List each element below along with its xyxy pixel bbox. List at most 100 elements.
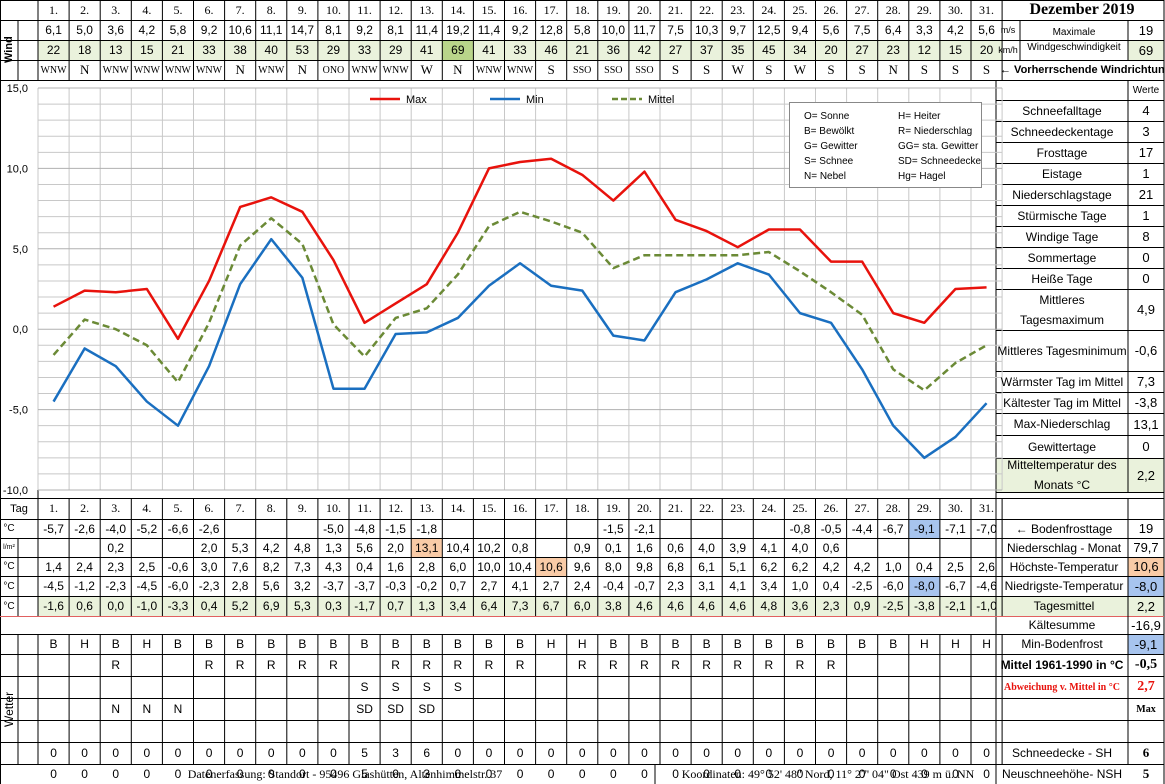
day-header: 5. (173, 2, 183, 17)
tagesmittel-value: 2,3 (822, 599, 840, 613)
hoechst-value: 5,1 (729, 559, 747, 574)
bodenfrost-value: -4,0 (105, 521, 127, 536)
niedrigst-value: 0,4 (822, 579, 840, 593)
wind-kmh-value: 20 (979, 43, 994, 57)
neuschnee-value: 5 (1142, 766, 1150, 781)
niedrigst-value: -1,2 (74, 579, 95, 593)
niederschlag-value: 0,2 (107, 540, 125, 555)
day-header: 17. (543, 2, 559, 17)
weather-code: R (111, 658, 121, 672)
niedrigst-value-fill (1128, 576, 1164, 596)
day-header-lower: 7. (235, 501, 245, 515)
stats-value: 0 (1142, 250, 1150, 265)
new-snow-value: 0 (112, 767, 120, 781)
weather-code: B (858, 637, 867, 651)
weather-code: B (484, 637, 493, 651)
weather-code: R (484, 658, 494, 672)
code-legend-item: N= Nebel (804, 171, 846, 182)
tagesmittel-value: 4,6 (698, 599, 715, 613)
weather-code: B (516, 637, 525, 651)
niederschlag-value: 0,8 (511, 540, 529, 555)
day-header: 12. (388, 2, 404, 17)
weather-code (287, 698, 318, 720)
mittel-summary-label: Tagesmittel (1033, 599, 1095, 613)
page-title: Dezember 2019 (1029, 1, 1135, 18)
new-snow-value: 0 (734, 767, 742, 781)
niederschlag-summary-label: Niederschlag - Monat (1006, 540, 1122, 555)
snow-depth-value: 5 (361, 746, 368, 760)
day-header: 21. (668, 2, 684, 17)
day-header: 14. (450, 2, 466, 17)
day-header-lower: 12. (388, 501, 404, 515)
code-legend-item: O= Sonne (804, 111, 850, 122)
stats-label: Schneedeckentage (1010, 124, 1114, 139)
day-header-lower: 25. (792, 501, 808, 515)
bodenfrost-value (442, 519, 473, 538)
wind-kmh-value: 23 (886, 43, 900, 57)
tagesmittel-value: 5,3 (294, 599, 311, 613)
wind-direction: ONO (322, 64, 345, 76)
wind-kmh-value: 36 (606, 43, 621, 57)
tagesmittel-value: -2,1 (945, 599, 966, 613)
wind-direction: S (703, 62, 711, 77)
weather-code (38, 698, 69, 720)
snow-depth-value: 0 (952, 746, 959, 760)
weather-code (69, 676, 100, 698)
stats-label: Sommertage (1027, 250, 1097, 265)
weather-code: B (111, 637, 120, 651)
title-fill (1020, 0, 1128, 20)
weather-code (162, 676, 193, 698)
legend-label-mittel: Mittel (648, 94, 674, 106)
wind-kmh-value: 37 (699, 43, 714, 57)
tagesmittel-value: 6,0 (573, 599, 591, 613)
wind-kmh-value: 41 (482, 43, 496, 57)
day-header-lower: 10. (325, 501, 341, 515)
wind-direction: S (982, 62, 991, 77)
niederschlag-value: 4,8 (294, 540, 311, 555)
weather-code (536, 654, 567, 676)
stats-label: Windige Tage (1025, 229, 1099, 244)
min-bodenfrost-label: Min-Bodenfrost (1021, 637, 1103, 651)
wind-direction: W (420, 62, 433, 77)
wind-ms-value: 12,5 (757, 23, 781, 37)
new-snow-value: 0 (983, 767, 990, 781)
weather-code (256, 698, 287, 720)
stats-value: 21 (1138, 187, 1154, 202)
weather-code (691, 698, 722, 720)
wind-ms-value: 14,7 (290, 23, 315, 37)
weather-code (256, 676, 287, 698)
snow-depth-value: 0 (454, 746, 462, 760)
wind-direction: WNW (40, 64, 67, 76)
snow-depth-value: 0 (921, 746, 928, 760)
hoechst-value: -0,6 (167, 559, 189, 574)
stats-value: 13,1 (1133, 416, 1159, 432)
weather-code: H (577, 637, 587, 651)
weather-code (878, 654, 909, 676)
niederschlag-value: 10,2 (477, 540, 501, 555)
code-legend-item: R= Niederschlag (898, 126, 973, 137)
mittel-6190-label: Mittel 1961-1990 in °C (1000, 658, 1124, 672)
weather-code: S (422, 680, 431, 694)
hoechst-value: 10,6 (539, 559, 563, 574)
stats-value: 1 (1142, 208, 1150, 223)
wind-ms-value: 5,8 (169, 23, 187, 37)
day-header: 4. (142, 2, 152, 17)
day-header-lower: 2. (80, 501, 90, 515)
day-header: 10. (325, 2, 341, 17)
niederschlag-value (971, 538, 1002, 557)
weather-code (940, 654, 971, 676)
snow-depth-value: 0 (174, 746, 182, 760)
day-header: 20. (636, 2, 652, 17)
wind-direction: S (951, 62, 960, 77)
code-legend-item: Hg= Hagel (898, 171, 946, 182)
weather-code (722, 698, 753, 720)
niedrigst-value: 3,2 (294, 579, 311, 593)
stats-label: Niederschlagstage (1012, 187, 1112, 202)
weather-code: H (80, 637, 89, 651)
tag-label: Tag (10, 502, 28, 515)
stats-value: -3,8 (1134, 395, 1158, 410)
weather-code: B (827, 637, 836, 651)
day-header-lower: 26. (823, 501, 839, 515)
hoechst-value: 6,8 (667, 559, 684, 574)
niederschlag-value (847, 538, 878, 557)
